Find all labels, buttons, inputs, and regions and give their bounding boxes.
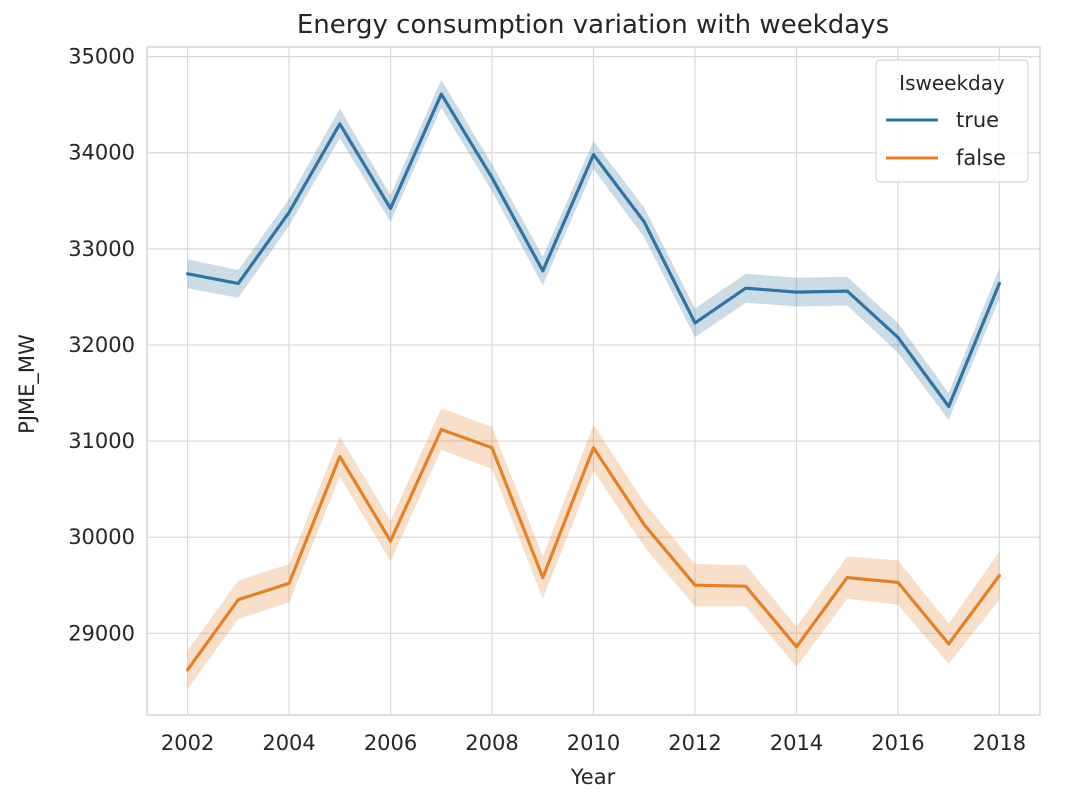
legend-title: Isweekday <box>899 71 1005 95</box>
x-tick-label: 2010 <box>567 731 620 755</box>
y-tick-label: 31000 <box>68 429 135 453</box>
y-axis-label: PJME_MW <box>15 334 40 434</box>
y-tick-label: 32000 <box>68 333 135 357</box>
x-tick-label: 2006 <box>364 731 417 755</box>
y-tick-label: 30000 <box>68 525 135 549</box>
legend: Isweekday true false <box>876 60 1028 182</box>
x-tick-label: 2004 <box>262 731 315 755</box>
legend-label-true: true <box>956 108 999 132</box>
y-tick-label: 29000 <box>68 621 135 645</box>
x-tick-label: 2008 <box>465 731 518 755</box>
y-tick-label: 33000 <box>68 237 135 261</box>
x-tick-label: 2018 <box>973 731 1026 755</box>
legend-label-false: false <box>956 146 1006 170</box>
x-tick-label: 2012 <box>668 731 721 755</box>
chart-title: Energy consumption variation with weekda… <box>297 10 889 40</box>
x-tick-label: 2002 <box>161 731 214 755</box>
y-tick-label: 34000 <box>68 141 135 165</box>
x-tick-label: 2014 <box>770 731 823 755</box>
x-tick-label: 2016 <box>871 731 924 755</box>
x-axis-label: Year <box>570 765 616 789</box>
y-tick-label: 35000 <box>68 45 135 69</box>
